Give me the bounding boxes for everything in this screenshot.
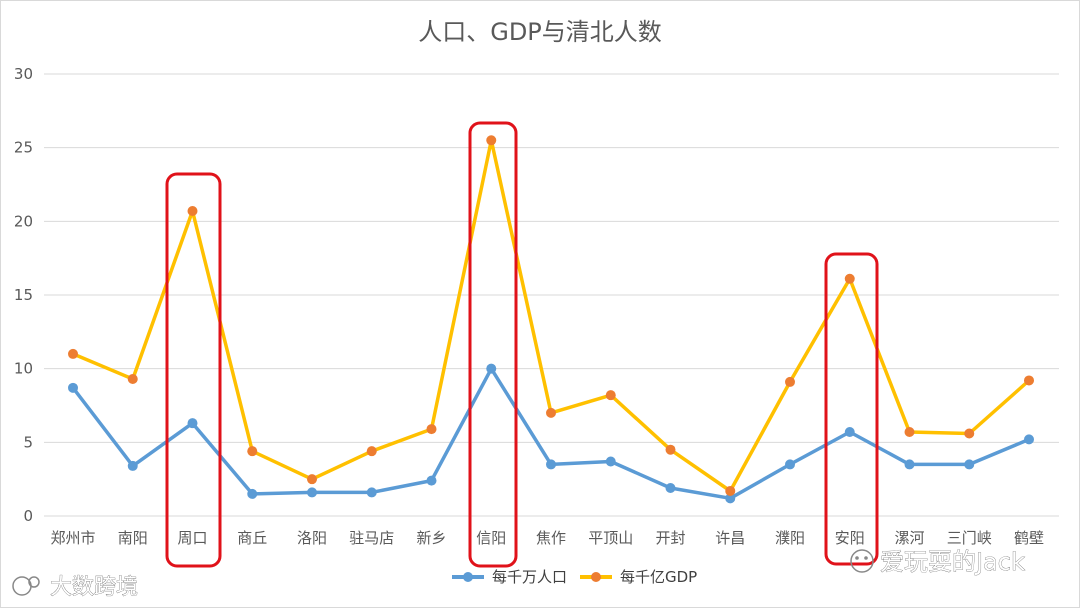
data-point xyxy=(605,390,616,401)
data-point xyxy=(68,382,78,393)
wechat-eye-right-icon xyxy=(864,556,868,560)
x-tick-label: 漯河 xyxy=(894,529,924,547)
data-point xyxy=(904,427,915,438)
wechat-icon xyxy=(850,549,874,573)
x-tick-label: 鹤壁 xyxy=(1014,529,1044,547)
x-tick-label: 周口 xyxy=(177,529,207,547)
data-point xyxy=(665,483,676,494)
data-point xyxy=(68,348,78,359)
data-point xyxy=(127,460,138,471)
watermark-right-text: 爱玩耍的Jack xyxy=(880,548,1025,576)
y-tick-label: 15 xyxy=(14,286,33,304)
y-axis-ticks: 0 5 10 15 20 25 30 xyxy=(14,65,33,525)
data-point xyxy=(247,446,258,457)
chart-title: 人口、GDP与清北人数 xyxy=(418,18,662,46)
x-tick-label: 郑州市 xyxy=(50,529,95,547)
data-point xyxy=(247,488,258,499)
x-tick-label: 平顶山 xyxy=(588,529,633,547)
watermark-left: 大数跨境 xyxy=(12,575,138,600)
data-point xyxy=(785,376,795,387)
x-tick-label: 濮阳 xyxy=(775,529,805,547)
data-point xyxy=(964,428,975,439)
data-point xyxy=(904,459,915,470)
highlight-boxes xyxy=(165,121,879,568)
x-tick-label: 焦作 xyxy=(536,529,566,547)
x-tick-label: 开封 xyxy=(655,529,685,547)
y-tick-label: 0 xyxy=(23,507,33,525)
data-point xyxy=(605,456,616,467)
highlight-box xyxy=(165,172,222,568)
data-point xyxy=(187,206,198,217)
data-point xyxy=(785,459,795,470)
x-tick-label: 南阳 xyxy=(118,529,148,547)
x-tick-label: 许昌 xyxy=(715,529,745,547)
data-point xyxy=(844,427,855,438)
series-line-population xyxy=(71,366,1030,501)
data-point xyxy=(486,363,497,374)
x-tick-label: 信阳 xyxy=(476,529,506,547)
wechat-eye-left-icon xyxy=(855,556,859,560)
data-point xyxy=(546,407,556,418)
data-point xyxy=(307,487,317,498)
series-layer xyxy=(68,135,1034,504)
watermark-logo-dot-icon xyxy=(28,576,40,588)
data-point xyxy=(187,418,198,429)
data-point xyxy=(964,459,975,470)
data-point xyxy=(1024,375,1034,386)
legend: 每千万人口 每千亿GDP xyxy=(452,568,697,586)
x-tick-label: 驻马店 xyxy=(349,529,394,547)
x-tick-label: 新乡 xyxy=(416,529,446,547)
gridlines xyxy=(44,73,1059,517)
y-tick-label: 5 xyxy=(23,433,33,451)
y-tick-label: 30 xyxy=(14,65,33,83)
data-point xyxy=(486,135,497,146)
data-point xyxy=(725,493,736,504)
legend-label-population: 每千万人口 xyxy=(492,568,567,586)
data-point xyxy=(725,485,736,496)
watermark-left-text: 大数跨境 xyxy=(50,575,138,600)
y-tick-label: 25 xyxy=(14,139,33,157)
series-line-gdp xyxy=(72,138,1031,493)
x-tick-label: 洛阳 xyxy=(297,529,327,547)
y-tick-label: 20 xyxy=(14,212,33,230)
x-tick-label: 三门峡 xyxy=(947,529,992,547)
data-point xyxy=(366,446,377,457)
data-point xyxy=(307,474,317,485)
watermark-right: 爱玩耍的Jack xyxy=(850,548,1025,576)
data-point xyxy=(127,373,138,384)
legend-label-gdp: 每千亿GDP xyxy=(620,568,697,586)
data-point xyxy=(426,475,437,486)
x-axis-ticks: 郑州市 南阳 周口 商丘 洛阳 驻马店 新乡 信阳 焦作 平顶山 开封 许昌 濮阳 安阳 漯河 三门峡 鹤壁 xyxy=(50,529,1044,547)
data-point xyxy=(366,487,377,498)
y-tick-label: 10 xyxy=(14,360,33,378)
data-point xyxy=(1024,434,1034,445)
watermark-logo-icon xyxy=(12,576,32,596)
x-tick-label: 商丘 xyxy=(237,529,267,547)
x-tick-label: 安阳 xyxy=(835,529,865,547)
data-point xyxy=(546,459,556,470)
highlight-box xyxy=(824,252,879,566)
legend-marker-gdp xyxy=(591,572,601,582)
data-point xyxy=(426,424,437,435)
legend-marker-population xyxy=(463,572,473,582)
data-point xyxy=(665,444,676,455)
highlight-box xyxy=(468,121,518,568)
data-point xyxy=(844,273,855,284)
